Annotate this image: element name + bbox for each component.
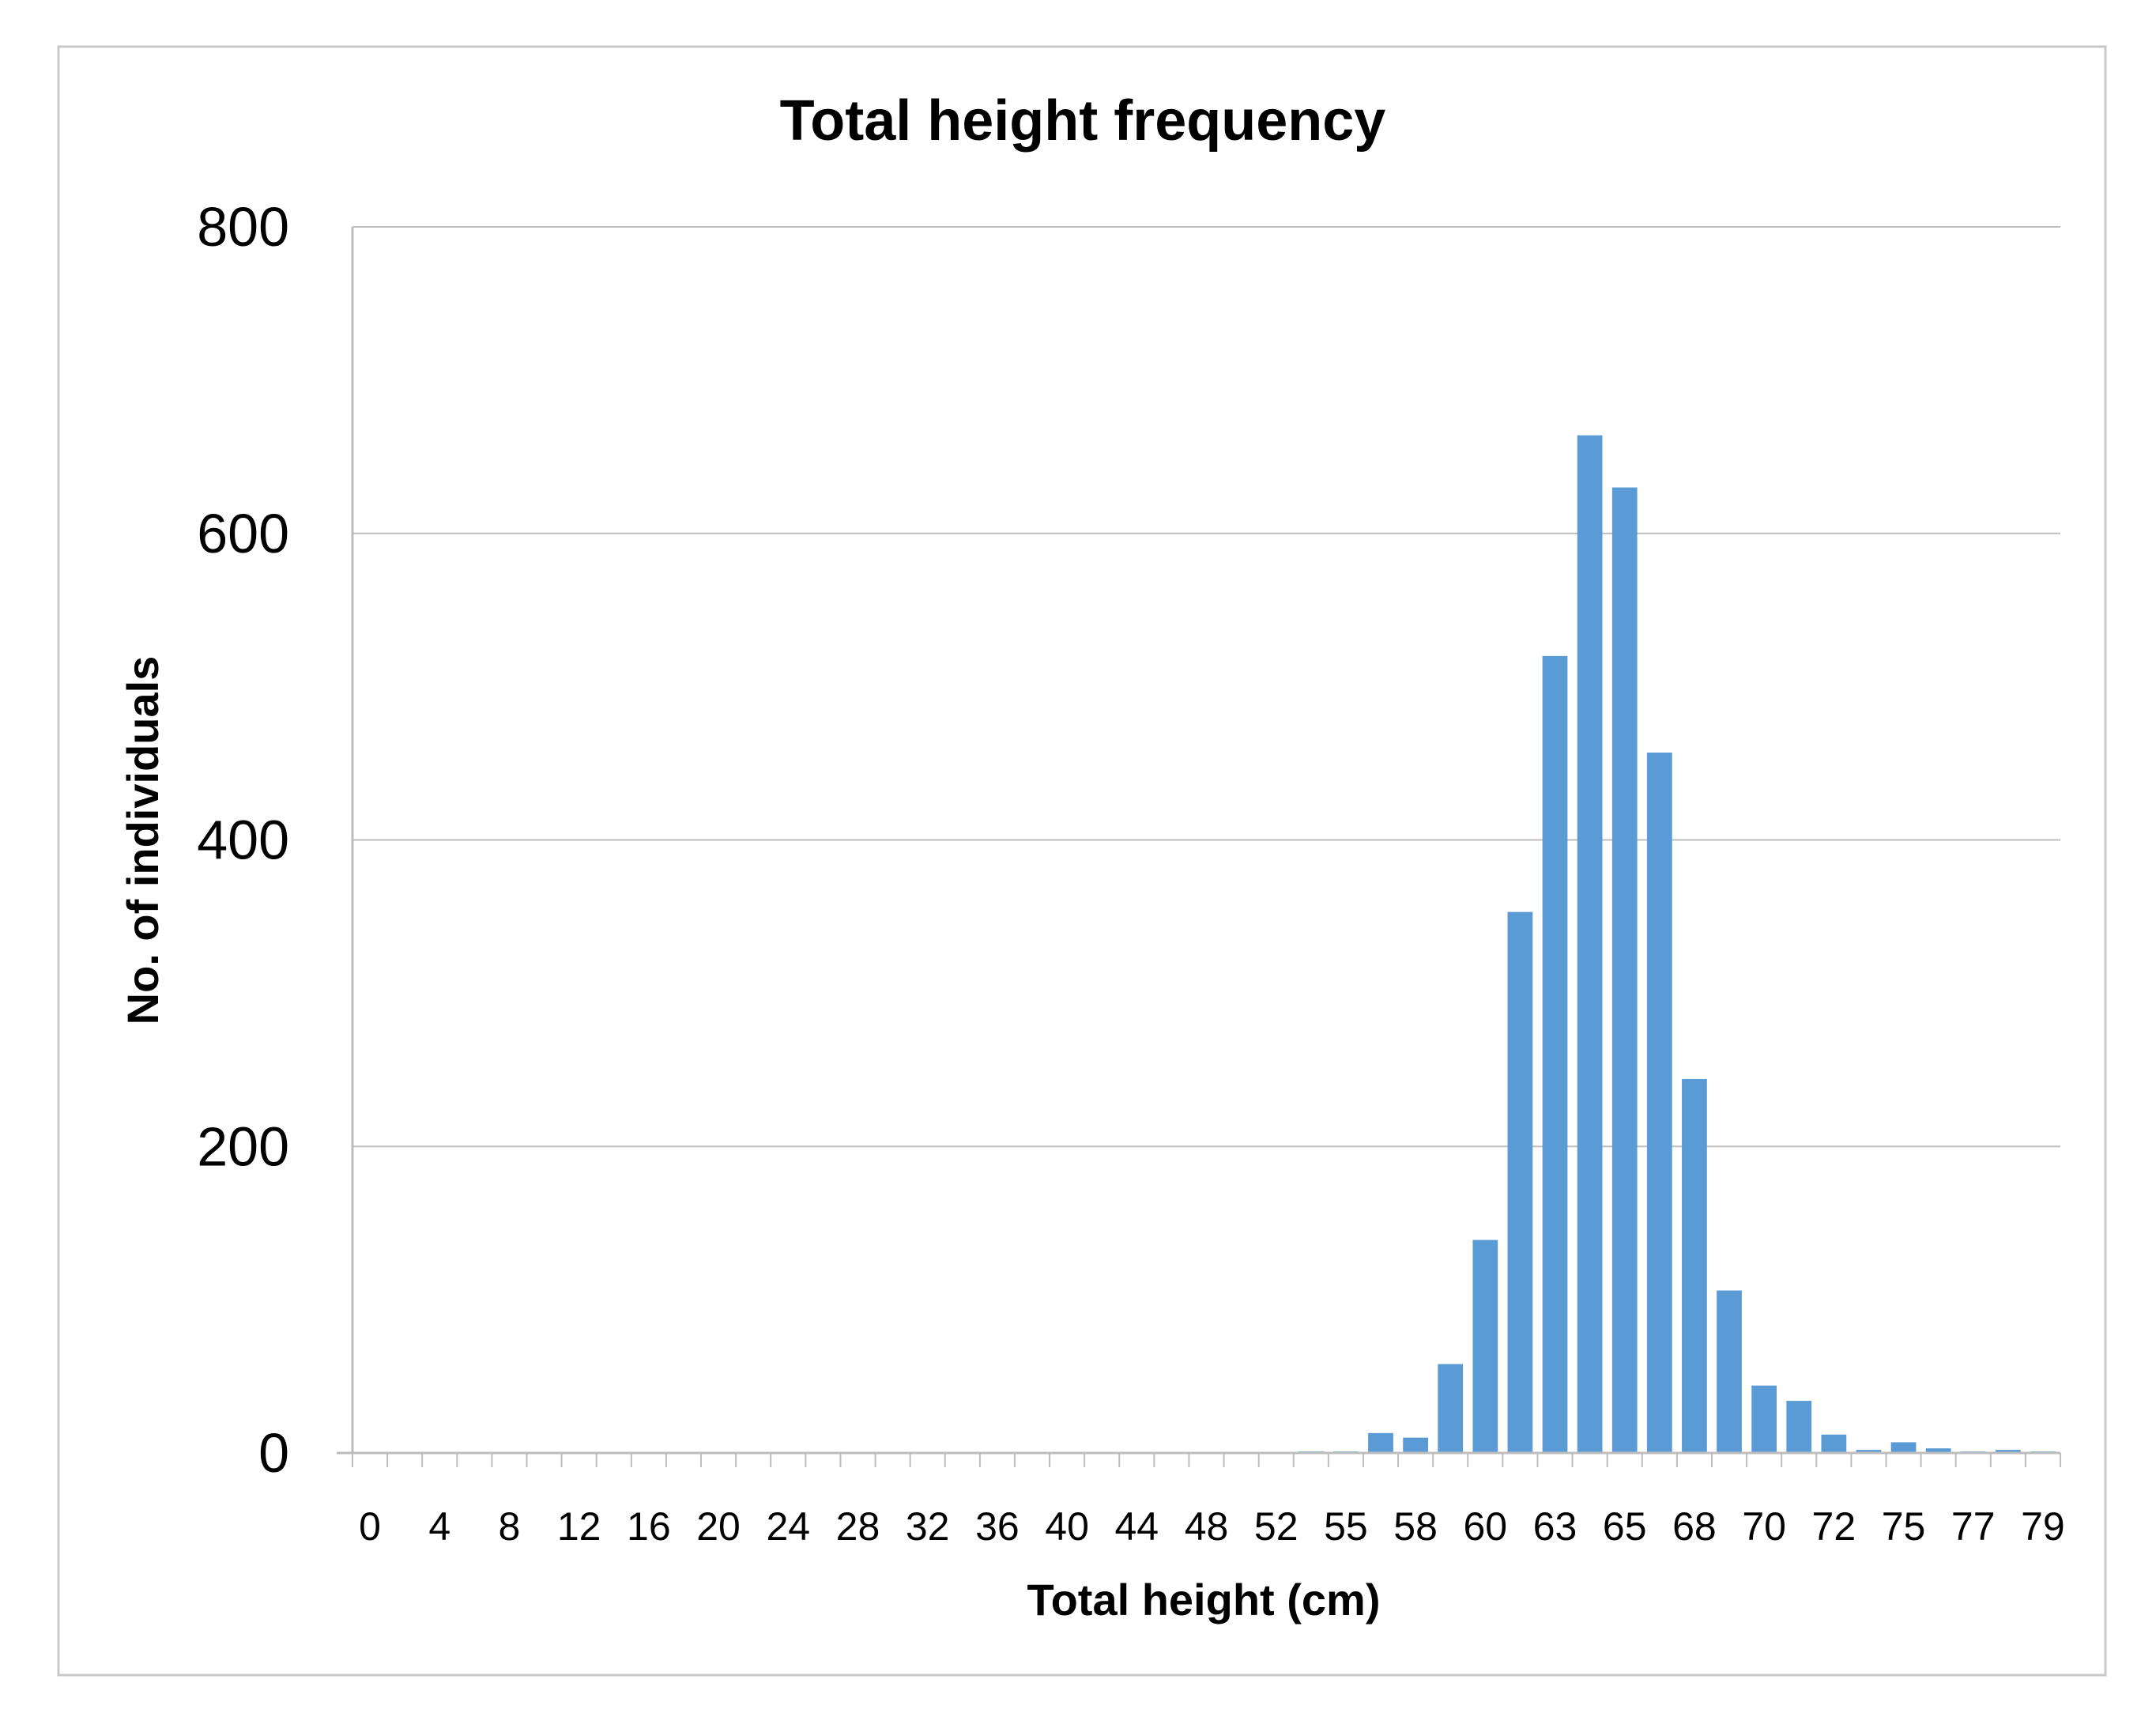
x-tick-label-70: 70 xyxy=(1742,1504,1786,1549)
x-tick-label-77: 77 xyxy=(1951,1504,1996,1549)
y-tick-label-200: 200 xyxy=(197,1115,289,1177)
y-tick-label-400: 400 xyxy=(197,809,289,871)
bar-71 xyxy=(1786,1401,1812,1453)
x-tick-label-28: 28 xyxy=(836,1504,880,1549)
x-tick-label-24: 24 xyxy=(766,1504,810,1549)
x-tick-label-0: 0 xyxy=(359,1504,381,1549)
bar-59 xyxy=(1438,1364,1464,1453)
y-tick-label-0: 0 xyxy=(258,1422,289,1484)
x-tick-label-79: 79 xyxy=(2021,1504,2065,1549)
y-tick-labels: 0 200 400 600 800 xyxy=(197,196,289,1484)
x-tick-label-32: 32 xyxy=(906,1504,950,1549)
chart-frame xyxy=(57,45,2107,1677)
x-tick-label-52: 52 xyxy=(1254,1504,1298,1549)
bar-66 xyxy=(1646,752,1672,1453)
x-tick-label-63: 63 xyxy=(1533,1504,1577,1549)
x-tick-label-36: 36 xyxy=(975,1504,1020,1549)
x-tick-label-40: 40 xyxy=(1045,1504,1089,1549)
x-axis-title: Total height (cm) xyxy=(1027,1575,1381,1625)
bar-69 xyxy=(1717,1290,1742,1453)
x-tick-label-65: 65 xyxy=(1603,1504,1647,1549)
x-tick-label-60: 60 xyxy=(1464,1504,1508,1549)
x-tick-label-16: 16 xyxy=(627,1504,671,1549)
x-tick-label-68: 68 xyxy=(1672,1504,1717,1549)
y-tick-label-800: 800 xyxy=(197,196,289,258)
bar-58 xyxy=(1403,1437,1428,1453)
bar-76 xyxy=(1925,1448,1951,1453)
bar-70 xyxy=(1751,1385,1777,1453)
bar-65 xyxy=(1611,487,1638,1453)
chart-title: Total height frequency xyxy=(780,89,1386,153)
bars xyxy=(1298,435,2056,1454)
bar-64 xyxy=(1577,435,1603,1454)
bar-61 xyxy=(1507,911,1533,1453)
x-tick-label-55: 55 xyxy=(1324,1504,1368,1549)
bar-75 xyxy=(1890,1442,1917,1453)
axes xyxy=(337,227,2061,1467)
y-axis-title: No. of individuals xyxy=(118,656,168,1025)
x-tick-label-20: 20 xyxy=(696,1504,741,1549)
bar-73 xyxy=(1856,1450,1882,1453)
x-tick-label-44: 44 xyxy=(1114,1504,1159,1549)
bar-78 xyxy=(1995,1450,2021,1453)
x-tick-label-48: 48 xyxy=(1185,1504,1229,1549)
bar-68 xyxy=(1682,1078,1707,1453)
x-tick-label-12: 12 xyxy=(557,1504,601,1549)
x-tick-labels: 0 4 8 12 16 20 24 28 32 36 40 44 48 52 55 58 60 63 65 68 70 7… xyxy=(359,1504,2065,1549)
x-tick-label-8: 8 xyxy=(499,1504,521,1549)
x-tick-label-4: 4 xyxy=(428,1504,450,1549)
x-tick-label-58: 58 xyxy=(1393,1504,1438,1549)
y-tick-label-600: 600 xyxy=(197,503,289,564)
bar-72 xyxy=(1821,1434,1847,1453)
gridlines xyxy=(352,226,2060,1148)
bar-60 xyxy=(1472,1240,1498,1453)
x-tick-label-72: 72 xyxy=(1812,1504,1856,1549)
bar-56 xyxy=(1368,1432,1393,1453)
x-tick-label-75: 75 xyxy=(1882,1504,1926,1549)
bar-63 xyxy=(1542,655,1568,1453)
